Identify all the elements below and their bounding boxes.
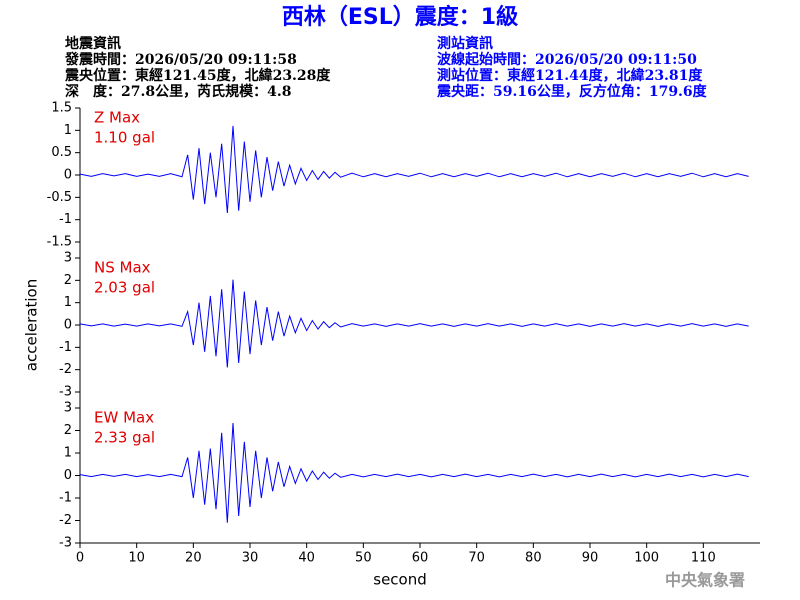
x-axis-label: second: [373, 571, 427, 589]
x-tick-label: 110: [691, 551, 716, 566]
y-tick-label: -1: [59, 491, 72, 506]
y-tick-label: 3: [64, 401, 72, 416]
y-tick-label: 1.5: [51, 101, 72, 116]
x-tick-label: 30: [242, 551, 259, 566]
y-tick-label: 0: [64, 318, 72, 333]
y-tick-label: 0.5: [51, 145, 72, 160]
y-tick-label: 0: [64, 168, 72, 183]
info-line: 發震時間：2026/05/20 09:11:58: [64, 51, 297, 68]
y-tick-label: -1: [59, 340, 72, 355]
y-tick-label: -1: [59, 212, 72, 227]
x-tick-label: 100: [634, 551, 659, 566]
x-tick-label: 10: [128, 551, 145, 566]
x-tick-label: 60: [412, 551, 429, 566]
x-tick-label: 50: [355, 551, 372, 566]
x-tick-label: 0: [76, 551, 84, 566]
station-line: 測站位置：東經121.44度，北緯23.81度: [437, 67, 703, 84]
annotation: 1.10 gal: [94, 129, 155, 147]
x-tick-label: 20: [185, 551, 202, 566]
annotation: NS Max: [94, 259, 151, 277]
y-tick-label: -0.5: [47, 190, 72, 205]
y-tick-label: 3: [64, 251, 72, 266]
y-axis-label: acceleration: [23, 279, 41, 371]
info-line: 地震資訊: [65, 35, 121, 52]
station-line: 波線起始時間：2026/05/20 09:11:50: [437, 51, 697, 68]
y-tick-label: 0: [64, 468, 72, 483]
y-tick-label: 1: [64, 295, 72, 310]
waveform: [79, 279, 749, 368]
x-tick-label: 70: [468, 551, 485, 566]
y-tick-label: 1: [64, 446, 72, 461]
station-line: 測站資訊: [437, 35, 493, 52]
chart-title: 西林（ESL）震度：1級: [282, 4, 518, 30]
annotation: 2.03 gal: [94, 279, 155, 297]
footer: 中央氣象署: [665, 571, 745, 590]
waveform: [79, 423, 749, 523]
y-tick-label: -3: [59, 536, 72, 551]
y-tick-label: 1: [64, 123, 72, 138]
y-tick-label: 2: [64, 273, 72, 288]
x-tick-label: 40: [298, 551, 315, 566]
annotation: Z Max: [94, 109, 140, 127]
y-tick-label: -3: [59, 385, 72, 400]
y-tick-label: -2: [59, 362, 72, 377]
y-tick-label: -2: [59, 513, 72, 528]
x-tick-label: 80: [525, 551, 542, 566]
annotation: EW Max: [94, 409, 154, 427]
annotation: 2.33 gal: [94, 429, 155, 447]
station-line: 震央距：59.16公里，反方位角：179.6度: [436, 83, 708, 100]
waveform: [79, 125, 749, 214]
y-tick-label: -1.5: [47, 235, 72, 250]
info-line: 深 度：27.8公里，芮氏規模：4.8: [65, 83, 291, 100]
x-tick-label: 90: [582, 551, 599, 566]
info-line: 震央位置：東經121.45度，北緯23.28度: [64, 67, 331, 84]
y-tick-label: 2: [64, 423, 72, 438]
